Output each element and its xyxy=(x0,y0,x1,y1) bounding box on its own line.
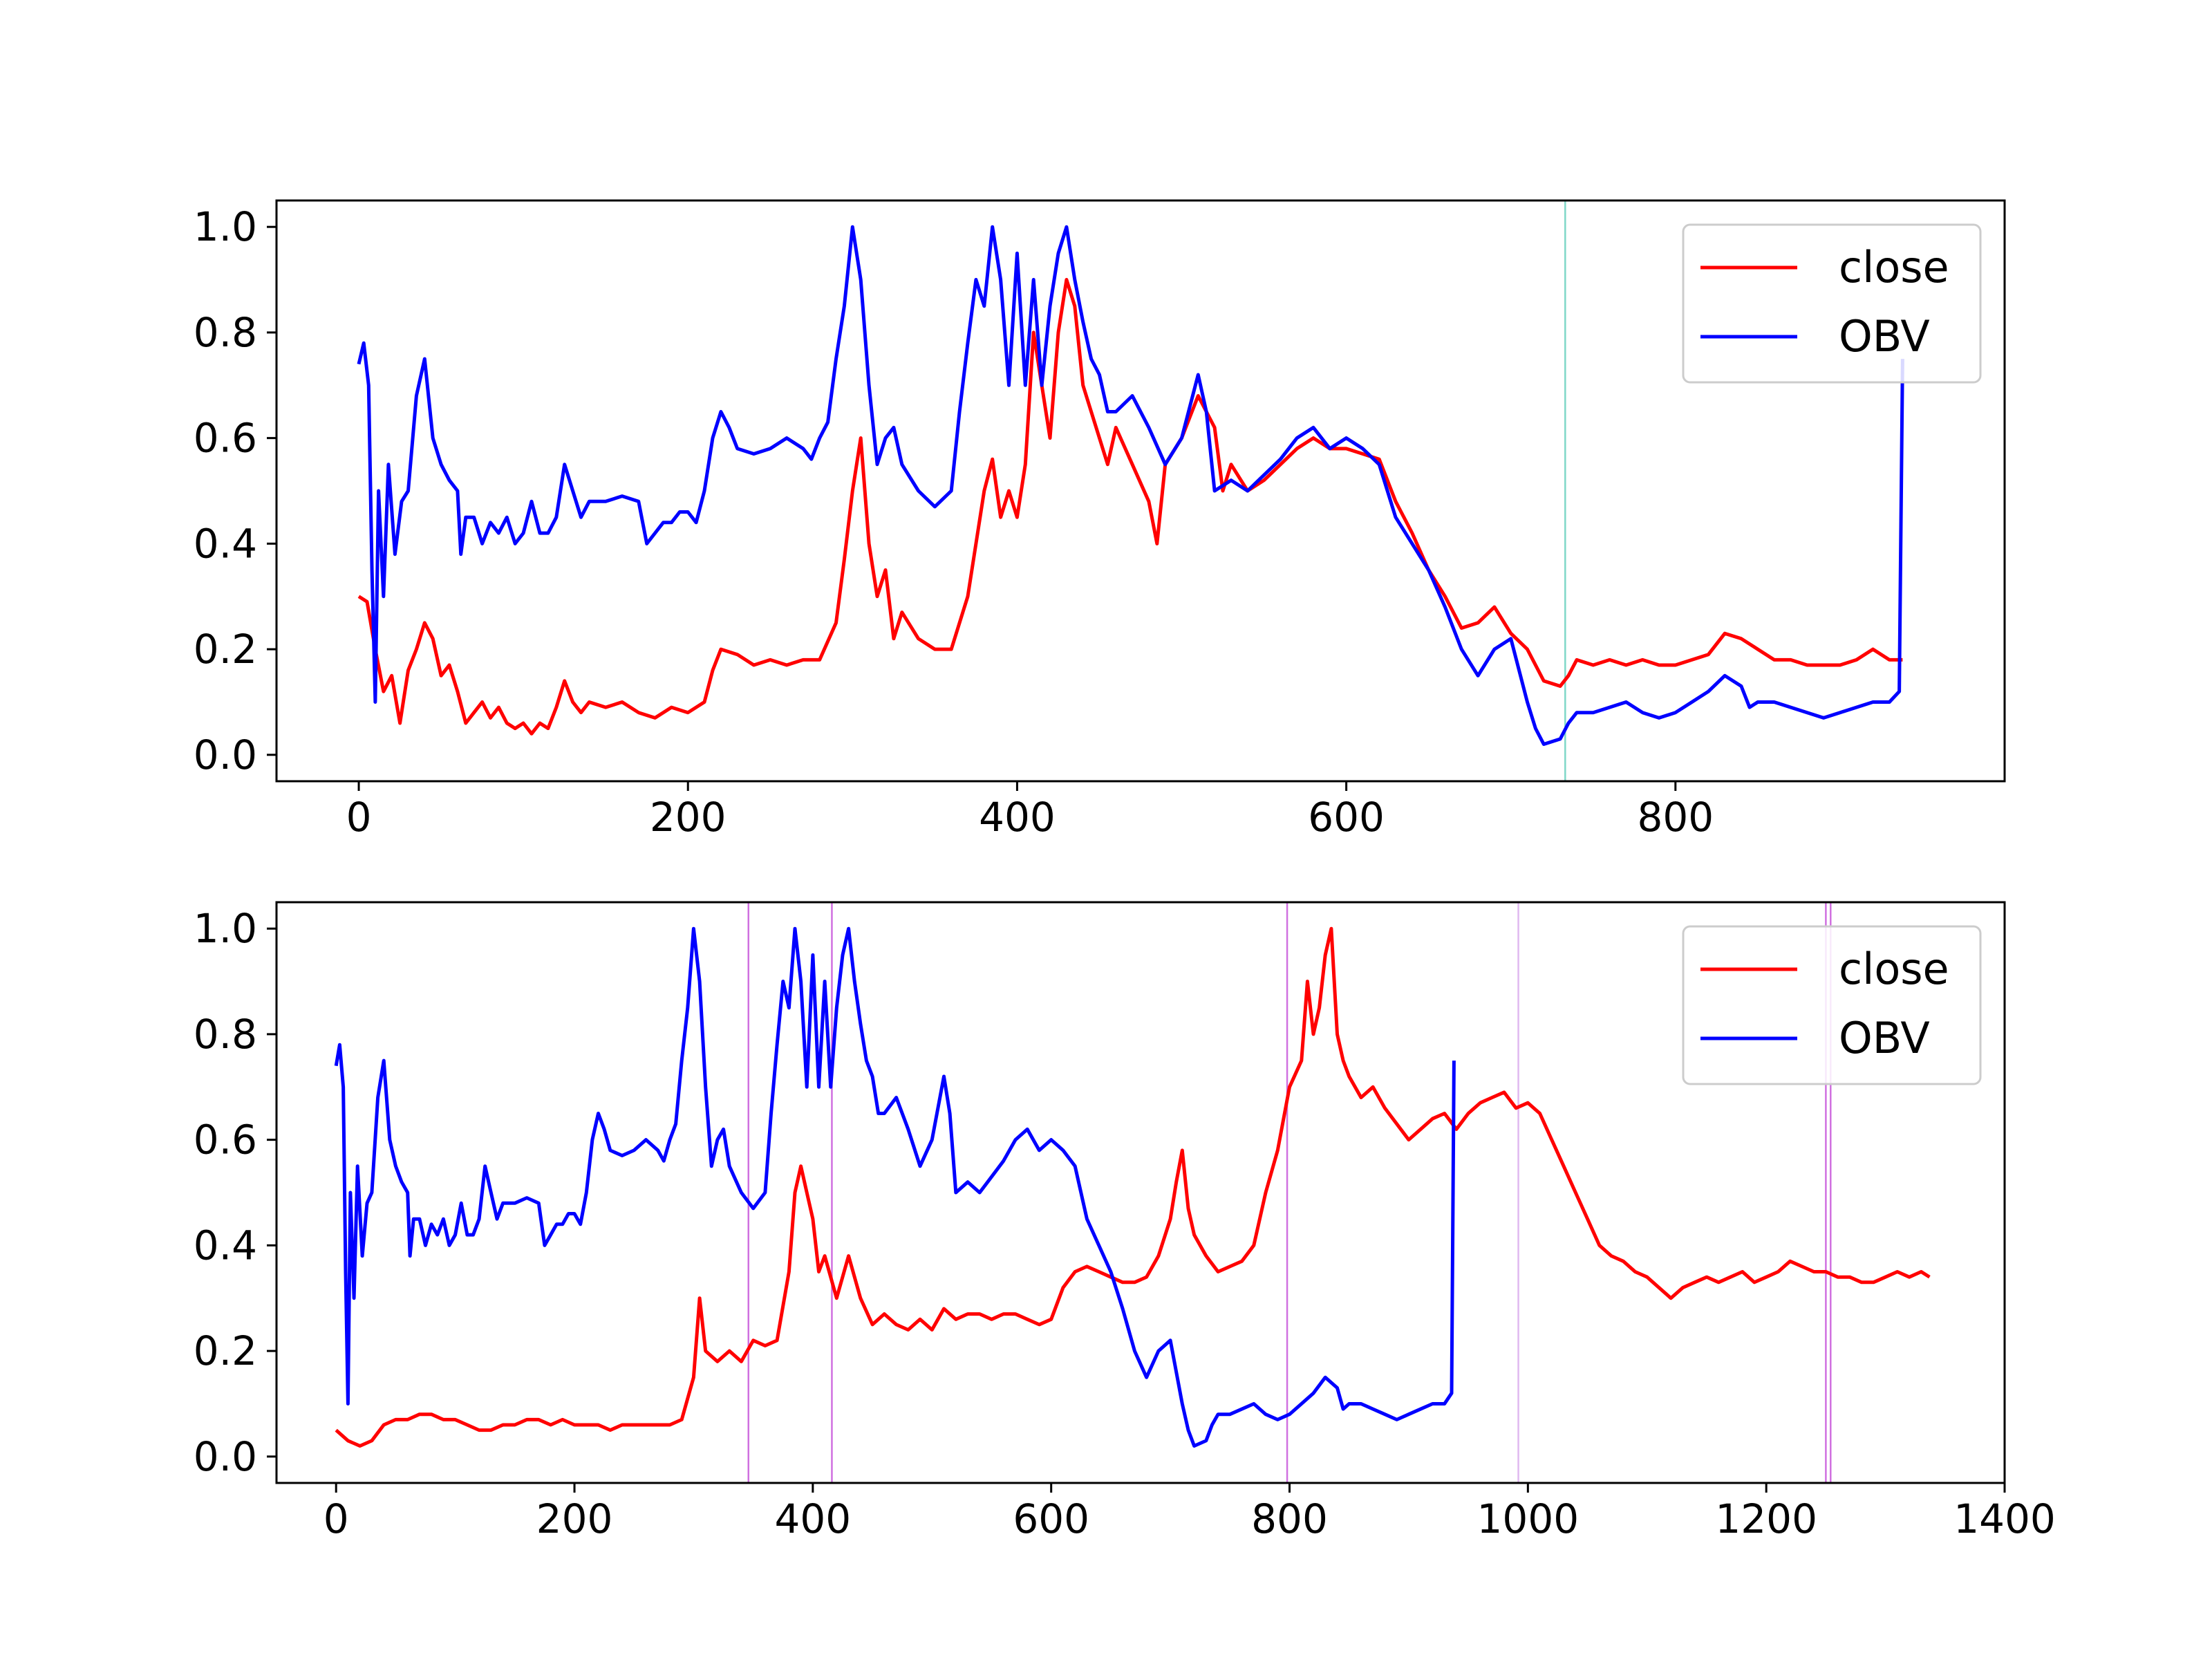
x-tick-label: 1400 xyxy=(1953,1495,2056,1542)
series-line-obv xyxy=(334,926,1456,1448)
subplot-2: 0 200 400 600 800 1000 1200 1400 0.0 0.2 0.4 0.6 0.8… xyxy=(194,901,2056,1542)
legend-box xyxy=(1682,223,1982,384)
legend-label-close: close xyxy=(1839,944,1949,994)
y-tick-label: 0.8 xyxy=(194,309,257,356)
x-tick-label: 0 xyxy=(346,794,372,841)
series-line-obv xyxy=(357,225,1904,746)
x-tick-label: 800 xyxy=(1637,794,1714,841)
y-tick-label: 1.0 xyxy=(194,203,257,250)
y-tick-label: 0.8 xyxy=(194,1011,257,1058)
series-line-close xyxy=(357,278,1903,736)
axes-frame xyxy=(275,901,2006,1484)
y-tick-label: 0.0 xyxy=(194,1433,257,1480)
x-tick-label: 600 xyxy=(1308,794,1385,841)
x-tick-label: 400 xyxy=(775,1495,852,1542)
y-tick-label: 0.4 xyxy=(194,1222,257,1269)
y-tick-label: 0.2 xyxy=(194,1327,257,1374)
y-tick-label: 0.6 xyxy=(194,415,257,462)
legend: close OBV xyxy=(1682,925,1982,1085)
x-tick-label: 0 xyxy=(324,1495,349,1542)
x-tick-label: 1200 xyxy=(1715,1495,1817,1542)
x-tick-label: 800 xyxy=(1251,1495,1328,1542)
series-line-close xyxy=(335,926,1931,1448)
y-tick-label: 0.0 xyxy=(194,731,257,778)
x-tick-label: 1000 xyxy=(1477,1495,1580,1542)
y-tick-label: 0.4 xyxy=(194,520,257,567)
x-tick-label: 200 xyxy=(536,1495,613,1542)
legend-label-obv: OBV xyxy=(1839,1013,1930,1063)
x-tick-label: 400 xyxy=(979,794,1056,841)
subplot-1: 0 200 400 600 800 0.0 0.2 0.4 0.6 0.8 1.0 close OBV xyxy=(194,199,2006,841)
legend-label-obv: OBV xyxy=(1839,311,1930,362)
legend-label-close: close xyxy=(1839,242,1949,292)
y-tick-label: 0.2 xyxy=(194,626,257,673)
axes-frame xyxy=(275,199,2006,783)
y-tick-label: 0.6 xyxy=(194,1117,257,1164)
y-tick-label: 1.0 xyxy=(194,905,257,952)
legend-box xyxy=(1682,925,1982,1085)
x-tick-label: 600 xyxy=(1013,1495,1089,1542)
legend: close OBV xyxy=(1682,223,1982,384)
x-tick-label: 200 xyxy=(650,794,727,841)
